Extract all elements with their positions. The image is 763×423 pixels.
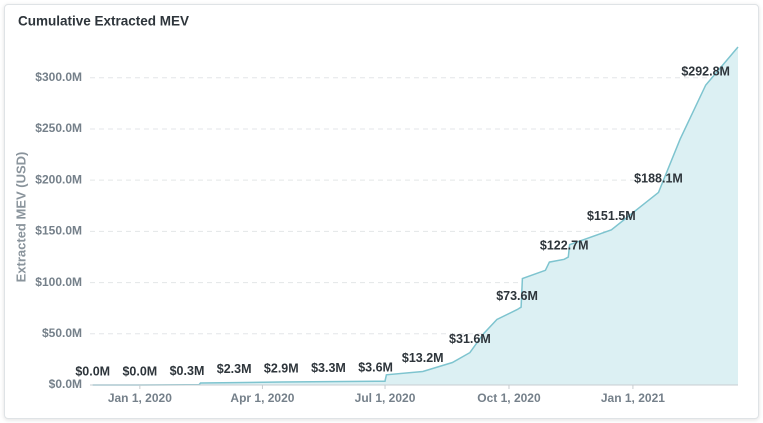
y-tick-label: $300.0M: [35, 70, 82, 84]
data-label: $122.7M: [540, 239, 589, 253]
data-label: $2.9M: [264, 361, 299, 375]
y-tick-label: $0.0M: [49, 377, 82, 391]
data-label: $188.1M: [634, 172, 683, 186]
x-tick-label: Jul 1, 2020: [355, 391, 416, 405]
y-axis-title: Extracted MEV (USD): [13, 152, 28, 283]
x-tick-label: Oct 1, 2020: [477, 391, 541, 405]
line: [92, 46, 739, 386]
data-label: $0.0M: [75, 364, 110, 378]
data-label: $292.8M: [681, 64, 730, 78]
x-tick-label: Jan 1, 2020: [108, 391, 172, 405]
data-label: $151.5M: [587, 209, 636, 223]
y-tick-label: $200.0M: [35, 172, 82, 186]
data-label: $73.6M: [496, 289, 538, 303]
area: [92, 47, 738, 385]
data-label: $13.2M: [402, 351, 444, 365]
y-tick-label: $150.0M: [35, 224, 82, 238]
x-tick-label: Jan 1, 2021: [601, 391, 665, 405]
x-tick-label: Apr 1, 2020: [230, 391, 294, 405]
data-label: $3.3M: [311, 361, 346, 375]
y-tick-label: $50.0M: [42, 326, 82, 340]
chart-title: Cumulative Extracted MEV: [18, 14, 189, 29]
data-label: $3.6M: [358, 361, 393, 375]
y-tick-label: $100.0M: [35, 275, 82, 289]
data-label: $2.3M: [217, 362, 252, 376]
data-label: $0.0M: [122, 364, 157, 378]
data-label: $31.6M: [449, 332, 491, 346]
data-label: $0.3M: [170, 364, 205, 378]
y-tick-label: $250.0M: [35, 121, 82, 135]
